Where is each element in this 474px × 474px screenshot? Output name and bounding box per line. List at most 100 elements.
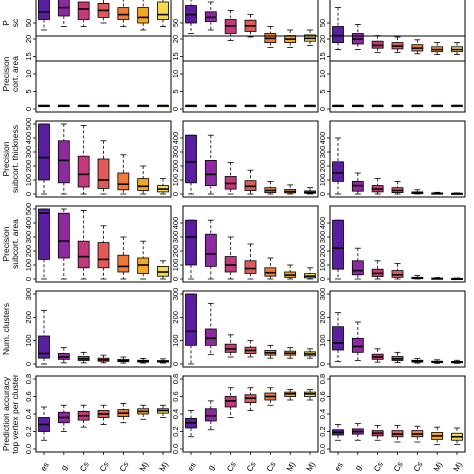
ytick-label-r1-c2-3: 15 bbox=[318, 52, 327, 60]
box-body bbox=[117, 254, 130, 273]
ytick-label-r2-c1-1: 100 bbox=[171, 174, 180, 187]
box-r2-c0-6 bbox=[157, 178, 169, 195]
ytick-label-r3-c0-2: 200 bbox=[24, 245, 33, 258]
box-body bbox=[77, 155, 90, 188]
box-r1-c0-6 bbox=[157, 104, 169, 108]
box-r3-c2-2 bbox=[371, 260, 384, 280]
box-r5-c0-1 bbox=[57, 404, 70, 432]
box-body bbox=[185, 293, 197, 346]
box-r2-c1-1 bbox=[204, 134, 217, 195]
box-r1-c0-5 bbox=[137, 104, 150, 108]
box-r5-c1-3 bbox=[244, 387, 257, 411]
xtick-label-c0-0: es bbox=[39, 461, 51, 473]
row-label-4-line-0: Num. clusters bbox=[1, 303, 11, 355]
ytick-label-r4-c1-0: 0 bbox=[171, 362, 180, 366]
ytick-label-r1-c0-1: 5 bbox=[24, 89, 33, 93]
box-r0-c1-3 bbox=[244, 14, 257, 38]
box-body bbox=[332, 326, 344, 351]
ytick-label-r3-c1-2: 200 bbox=[171, 245, 180, 258]
xtick-label-c0-6: M) bbox=[158, 460, 171, 473]
ytick-label-r5-c0-0: 0.0 bbox=[24, 444, 33, 454]
ytick-label-r5-c2-4: 0.8 bbox=[318, 374, 327, 384]
box-r2-c0-4 bbox=[117, 154, 130, 195]
box-r2-c0-2 bbox=[77, 125, 90, 195]
box-body bbox=[77, 240, 90, 269]
row-label-0-line-0: P bbox=[1, 20, 11, 26]
box-r1-c2-6 bbox=[451, 104, 463, 108]
ytick-label-r1-c0-0: 0 bbox=[24, 107, 33, 111]
box-body bbox=[97, 242, 110, 269]
box-body bbox=[244, 260, 257, 274]
ytick-label-r3-c0-5: 500 bbox=[24, 203, 33, 216]
box-r0-c2-6 bbox=[451, 42, 463, 55]
ytick-label-r3-c2-4: 400 bbox=[318, 217, 327, 230]
box-r1-c1-6 bbox=[304, 104, 316, 108]
box-r5-c0-5 bbox=[137, 404, 150, 420]
box-r2-c2-1 bbox=[351, 172, 364, 195]
box-r0-c1-0 bbox=[185, 0, 197, 34]
box-r3-c1-1 bbox=[204, 219, 217, 280]
box-body bbox=[137, 7, 150, 24]
xtick-label-c0-1: g. bbox=[59, 462, 70, 472]
ytick-label-r1-c0-2: 10 bbox=[24, 70, 33, 78]
box-r4-c1-5 bbox=[284, 347, 297, 359]
box-r4-c2-6 bbox=[451, 359, 463, 364]
box-body bbox=[38, 123, 50, 181]
box-r4-c2-1 bbox=[351, 321, 364, 361]
box-r1-c1-1 bbox=[204, 104, 217, 108]
ytick-label-r4-c0-0: 0 bbox=[24, 362, 33, 366]
ytick-label-r3-c1-3: 300 bbox=[171, 231, 180, 244]
box-r1-c1-0 bbox=[185, 104, 197, 108]
box-r4-c2-5 bbox=[431, 359, 444, 364]
ytick-label-r0-c1-0: 50 bbox=[171, 19, 180, 27]
box-body bbox=[351, 260, 364, 276]
ytick-label-r1-c2-4: 20 bbox=[318, 35, 327, 43]
box-r0-c2-2 bbox=[371, 35, 384, 53]
box-r2-c2-2 bbox=[371, 178, 384, 195]
ytick-label-r2-c0-3: 300 bbox=[24, 146, 33, 159]
panel-frame-r2-c0 bbox=[35, 120, 172, 198]
row-label-3-line-0: Precision bbox=[1, 226, 11, 261]
box-body bbox=[117, 7, 130, 20]
ytick-label-r3-c2-3: 300 bbox=[318, 231, 327, 244]
box-r3-c0-2 bbox=[77, 209, 90, 280]
panel-frame-r1-c0 bbox=[35, 35, 172, 113]
ytick-label-r0-c2-0: 50 bbox=[318, 19, 327, 27]
box-r0-c1-4 bbox=[264, 26, 277, 48]
box-r3-c0-0 bbox=[38, 208, 50, 280]
ytick-label-r3-c0-0: 0 bbox=[24, 277, 33, 281]
xtick-label-c0-3: Cs bbox=[98, 460, 111, 473]
box-body bbox=[185, 219, 197, 266]
xtick-label-c1-4: Cs bbox=[265, 460, 278, 473]
xtick-label-c1-3: Cs bbox=[245, 460, 258, 473]
ytick-label-r3-c0-1: 100 bbox=[24, 259, 33, 272]
ytick-label-r2-c2-0: 0 bbox=[318, 192, 327, 196]
xtick-label-c2-6: M) bbox=[452, 460, 465, 473]
box-body bbox=[57, 212, 70, 259]
ytick-label-r1-c1-2: 10 bbox=[171, 70, 180, 78]
xtick-label-c1-0: es bbox=[186, 461, 198, 473]
box-body bbox=[204, 408, 217, 422]
box-body bbox=[97, 158, 110, 189]
box-body bbox=[137, 178, 150, 191]
ytick-label-r4-c2-3: 300 bbox=[318, 288, 327, 301]
box-r4-c0-1 bbox=[57, 347, 70, 364]
box-r3-c1-3 bbox=[244, 243, 257, 280]
ytick-label-r2-c1-3: 300 bbox=[171, 146, 180, 159]
box-r3-c1-5 bbox=[284, 264, 297, 280]
ytick-label-r2-c2-1: 100 bbox=[318, 174, 327, 187]
box-r0-c0-3 bbox=[97, 0, 110, 24]
ytick-label-r1-c1-1: 5 bbox=[171, 89, 180, 93]
ytick-label-r1-c2-1: 5 bbox=[318, 89, 327, 93]
ytick-label-r5-c2-3: 0.6 bbox=[318, 391, 327, 401]
box-r3-c0-5 bbox=[137, 240, 150, 280]
panel-frame-r4-c2 bbox=[329, 290, 466, 368]
box-r3-c1-6 bbox=[304, 267, 316, 280]
ytick-label-r5-c2-2: 0.4 bbox=[318, 409, 327, 419]
xtick-label-c1-1: g. bbox=[206, 462, 217, 472]
panel-frame-r5-c2 bbox=[329, 375, 466, 453]
box-body bbox=[351, 337, 364, 353]
box-r2-c0-3 bbox=[97, 140, 110, 195]
ytick-label-r3-c1-1: 100 bbox=[171, 259, 180, 272]
row-label-5-line-0: Prediction accuracy bbox=[1, 376, 11, 451]
